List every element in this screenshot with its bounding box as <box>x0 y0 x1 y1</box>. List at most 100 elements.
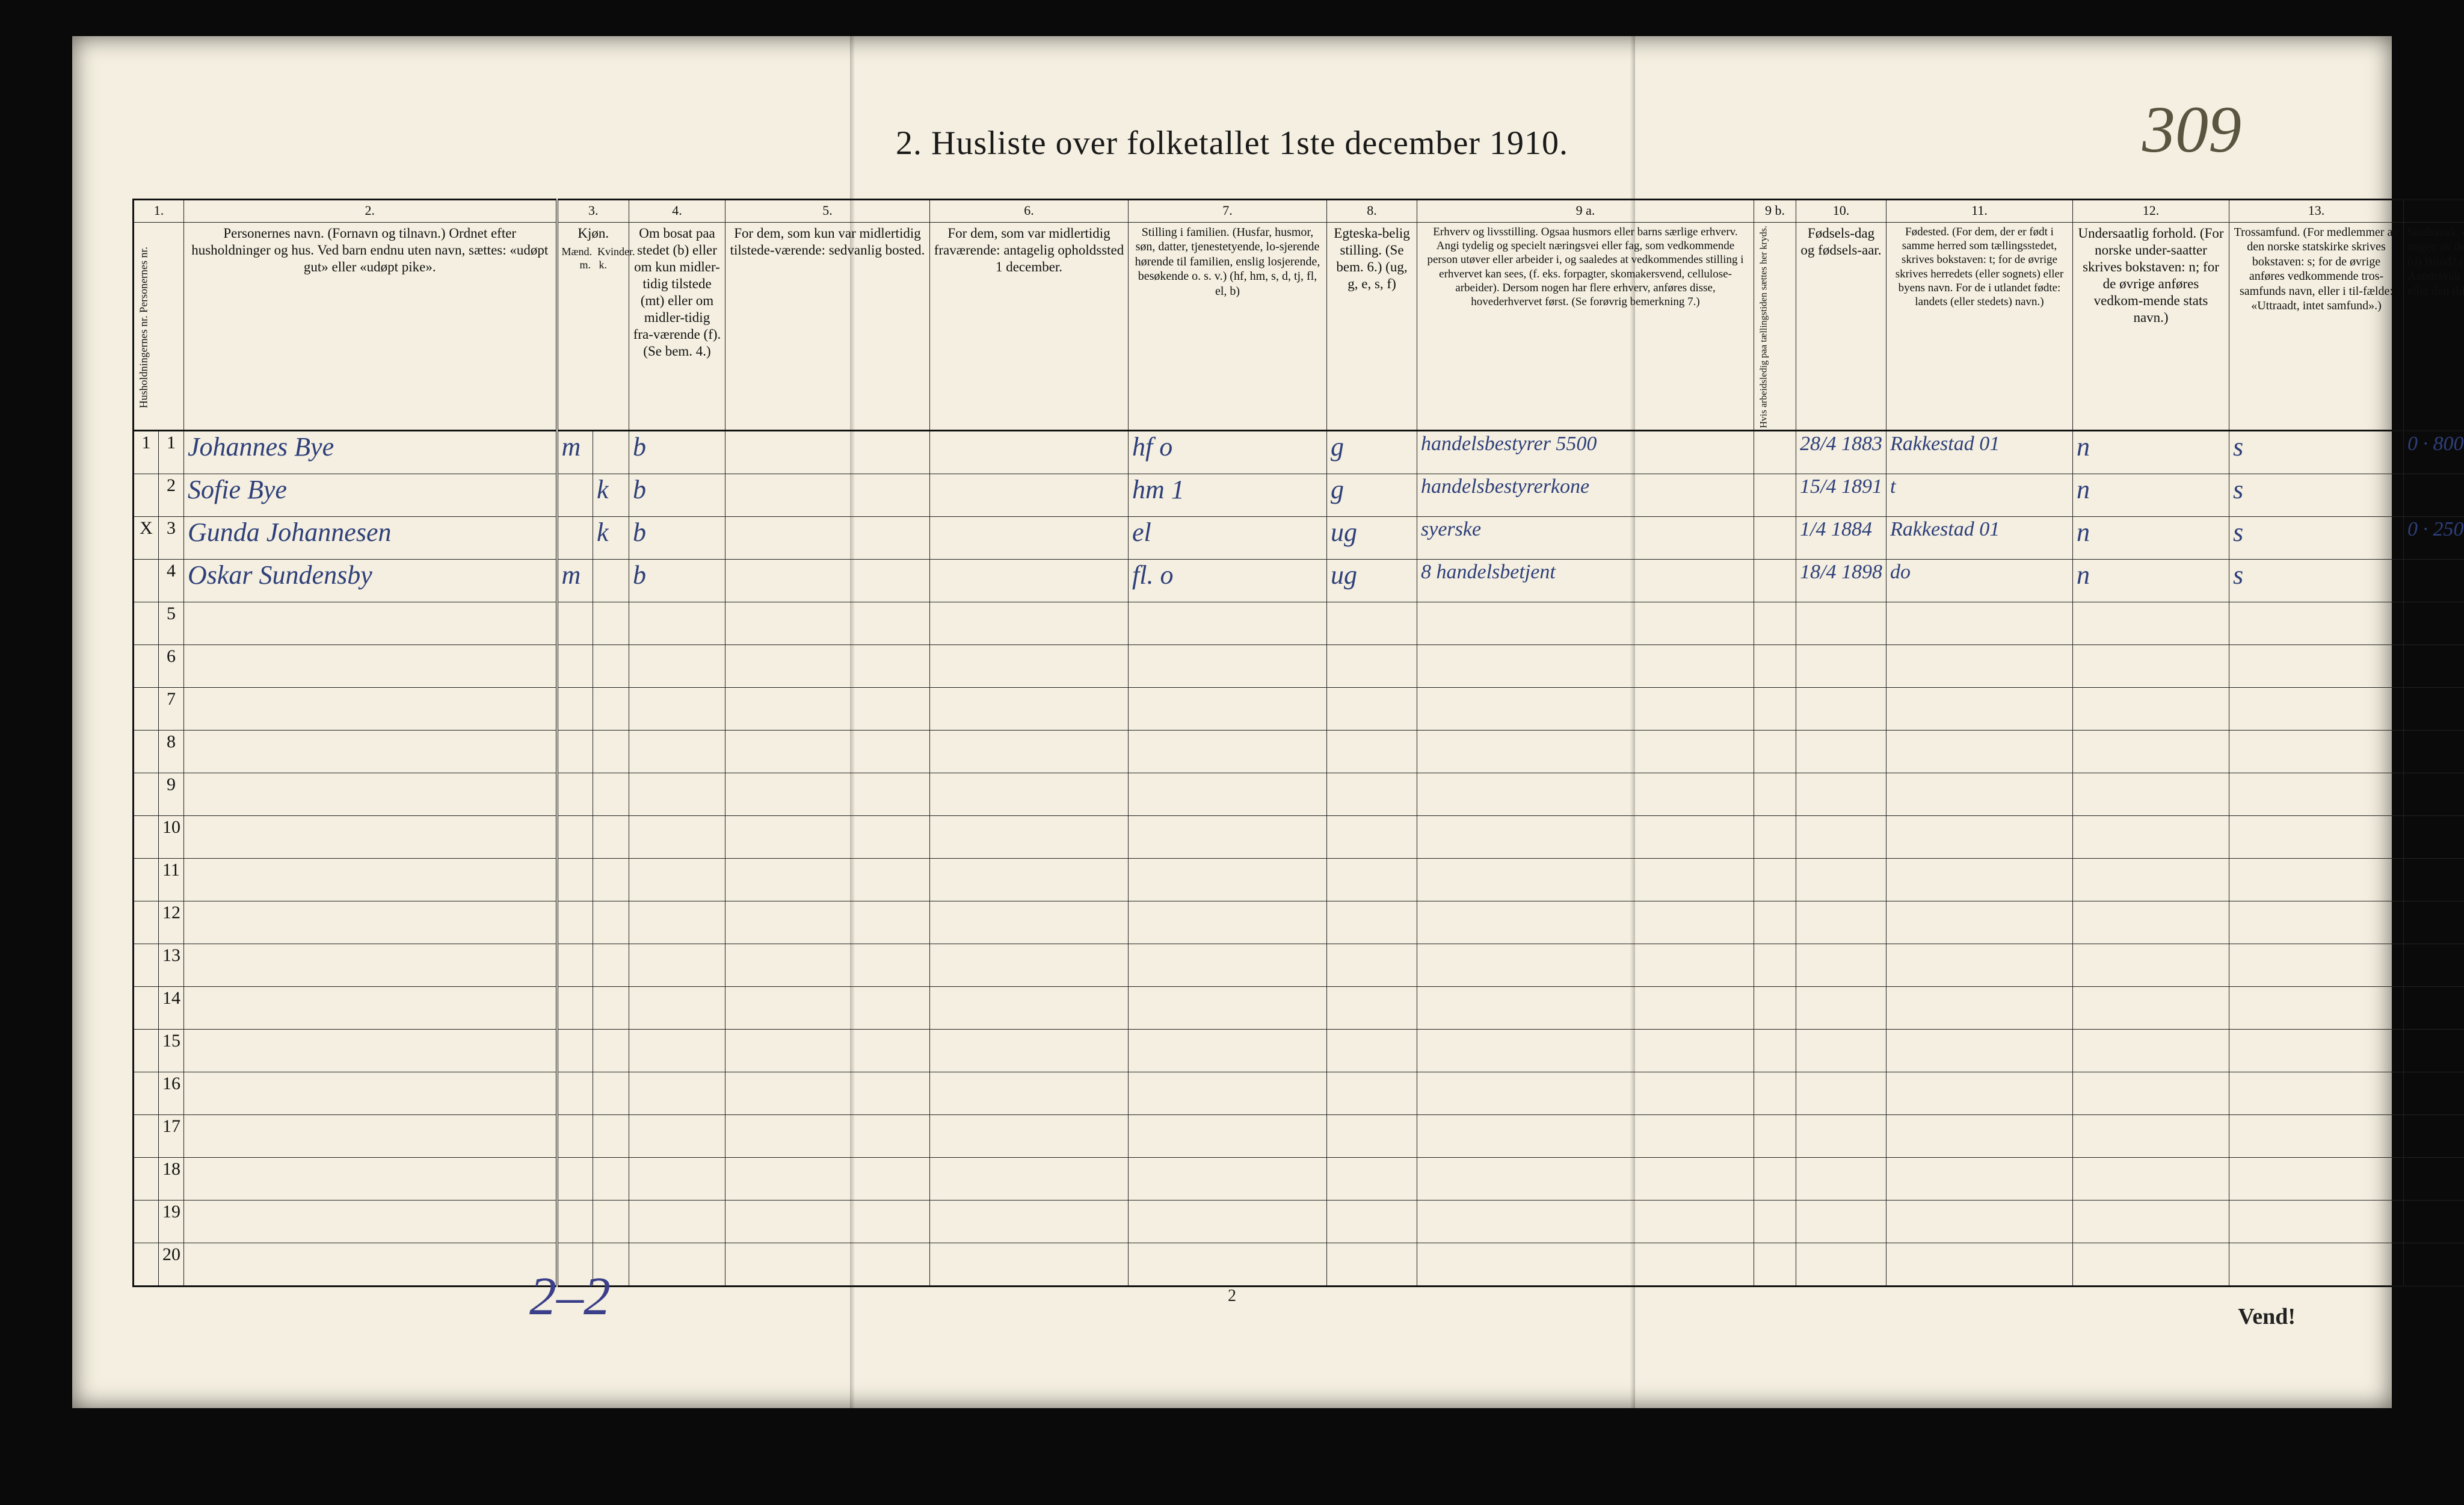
cell-household-nr <box>134 1072 159 1115</box>
cell-sex-k <box>593 431 629 474</box>
cell-6 <box>930 560 1129 602</box>
cell-10 <box>1796 901 1886 944</box>
cell-5 <box>725 773 930 816</box>
cell-sex-k <box>593 1201 629 1243</box>
cell-person-nr: 15 <box>159 1030 184 1072</box>
cell-sex-k: k <box>593 474 629 517</box>
cell-5 <box>725 1201 930 1243</box>
cell-13 <box>2229 1243 2404 1287</box>
cell-person-nr: 20 <box>159 1243 184 1287</box>
cell-11 <box>1886 1115 2073 1158</box>
cell-11: Rakkestad 01 <box>1886 517 2073 560</box>
cell-13 <box>2229 773 2404 816</box>
cell-13: s <box>2229 474 2404 517</box>
cell-11: Rakkestad 01 <box>1886 431 2073 474</box>
cell-14 <box>2404 859 2464 901</box>
cell-7 <box>1129 731 1327 773</box>
cell-person-nr: 8 <box>159 731 184 773</box>
cell-14: 0 · 250 · 1 0 · 0 <box>2404 517 2464 560</box>
col-num-10: 10. <box>1796 200 1886 223</box>
cell-8 <box>1327 987 1417 1030</box>
cell-sex-m: m <box>557 431 593 474</box>
cell-11 <box>1886 1243 2073 1287</box>
cell-bosat <box>629 773 725 816</box>
cell-9a <box>1417 987 1754 1030</box>
table-body: 11Johannes Byembhf oghandelsbestyrer 550… <box>134 431 2464 1287</box>
table-row: 4Oskar Sundensbymbfl. oug8 handelsbetjen… <box>134 560 2464 602</box>
cell-8 <box>1327 1072 1417 1115</box>
cell-5 <box>725 944 930 987</box>
cell-6 <box>930 859 1129 901</box>
table-row: 20 <box>134 1243 2464 1287</box>
census-page: 2. Husliste over folketallet 1ste decemb… <box>72 36 2392 1408</box>
cell-12: n <box>2073 517 2229 560</box>
cell-sex-m <box>557 1072 593 1115</box>
bottom-handwritten-note: 2–2 <box>529 1270 611 1324</box>
cell-bosat <box>629 1030 725 1072</box>
cell-14 <box>2404 560 2464 602</box>
col-num-1: 1. <box>134 200 184 223</box>
cell-bosat <box>629 1243 725 1287</box>
cell-9a <box>1417 1115 1754 1158</box>
table-row: 16 <box>134 1072 2464 1115</box>
cell-7: hm 1 <box>1129 474 1327 517</box>
cell-9a: syerske <box>1417 517 1754 560</box>
cell-10 <box>1796 859 1886 901</box>
cell-name <box>184 816 557 859</box>
cell-11 <box>1886 944 2073 987</box>
cell-12 <box>2073 602 2229 645</box>
cell-bosat <box>629 1158 725 1201</box>
cell-bosat <box>629 1201 725 1243</box>
cell-13 <box>2229 688 2404 731</box>
cell-name: Gunda Johannesen <box>184 517 557 560</box>
cell-9b <box>1754 987 1796 1030</box>
cell-9b <box>1754 1030 1796 1072</box>
cell-household-nr <box>134 645 159 688</box>
cell-bosat <box>629 688 725 731</box>
cell-13 <box>2229 944 2404 987</box>
cell-household-nr <box>134 1115 159 1158</box>
cell-13 <box>2229 1158 2404 1201</box>
cell-7 <box>1129 987 1327 1030</box>
cell-11 <box>1886 645 2073 688</box>
cell-9a <box>1417 731 1754 773</box>
cell-9a <box>1417 901 1754 944</box>
cell-14 <box>2404 773 2464 816</box>
cell-5 <box>725 816 930 859</box>
cell-14 <box>2404 1072 2464 1115</box>
cell-10 <box>1796 602 1886 645</box>
table-row: 11Johannes Byembhf oghandelsbestyrer 550… <box>134 431 2464 474</box>
cell-12 <box>2073 645 2229 688</box>
cell-sex-m: m <box>557 560 593 602</box>
cell-sex-k <box>593 645 629 688</box>
table-row: 12 <box>134 901 2464 944</box>
table-row: 17 <box>134 1115 2464 1158</box>
cell-12: n <box>2073 474 2229 517</box>
cell-13 <box>2229 816 2404 859</box>
cell-8 <box>1327 1158 1417 1201</box>
cell-sex-m <box>557 474 593 517</box>
table-row: 5 <box>134 602 2464 645</box>
page-title: 2. Husliste over folketallet 1ste decemb… <box>72 126 2392 160</box>
cell-5 <box>725 987 930 1030</box>
cell-sex-k <box>593 816 629 859</box>
cell-6 <box>930 1243 1129 1287</box>
cell-8 <box>1327 731 1417 773</box>
cell-9b <box>1754 474 1796 517</box>
cell-8 <box>1327 944 1417 987</box>
cell-5 <box>725 1030 930 1072</box>
cell-10 <box>1796 1030 1886 1072</box>
cell-10: 15/4 1891 <box>1796 474 1886 517</box>
cell-13 <box>2229 859 2404 901</box>
col-head-9a: Erhverv og livsstilling. Ogsaa husmors e… <box>1417 223 1754 431</box>
cell-sex-k <box>593 1072 629 1115</box>
cell-5 <box>725 474 930 517</box>
cell-10 <box>1796 816 1886 859</box>
cell-person-nr: 1 <box>159 431 184 474</box>
col-head-1: Husholdningernes nr. Personernes nr. <box>134 223 184 431</box>
cell-name: Johannes Bye <box>184 431 557 474</box>
cell-14 <box>2404 731 2464 773</box>
cell-name <box>184 645 557 688</box>
cell-14 <box>2404 645 2464 688</box>
cell-11 <box>1886 731 2073 773</box>
